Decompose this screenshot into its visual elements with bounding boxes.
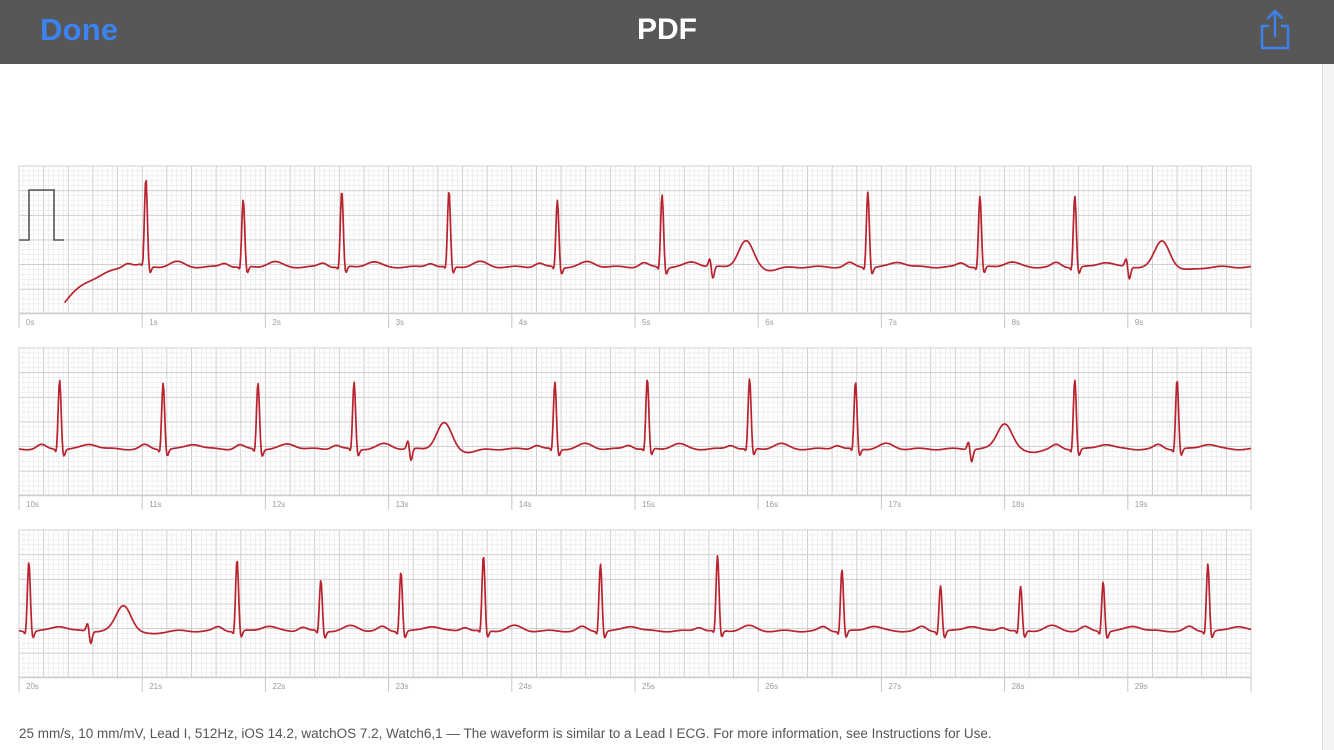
time-tick-label: 16s [765,500,778,509]
time-tick-label: 20s [26,682,39,691]
scrollbar-track[interactable] [1322,64,1334,750]
ecg-waveform [63,179,1252,304]
time-tick-label: 7s [888,318,896,327]
time-tick-label: 23s [396,682,409,691]
time-tick-label: 10s [26,500,39,509]
time-tick-label: 26s [765,682,778,691]
time-tick-label: 13s [396,500,409,509]
done-button[interactable]: Done [40,12,119,47]
time-tick-label: 1s [149,318,157,327]
time-tick-label: 21s [149,682,162,691]
time-tick-label: 24s [519,682,532,691]
time-tick-label: 27s [888,682,901,691]
page-title: PDF [637,13,697,46]
time-tick-label: 4s [519,318,527,327]
time-tick-label: 6s [765,318,773,327]
ecg-strip-svg: 0s 1s 2s 3s 4s 5s 6s 7s 8s 9s [18,165,1252,328]
time-tick-label: 11s [149,500,161,509]
ecg-strip-row-3: 20s 21s 22s 23s 24s 25s 26s 27s 28s 29s [18,529,1252,694]
time-tick-label: 19s [1135,500,1148,509]
time-tick-label: 29s [1135,682,1148,691]
ecg-waveform [18,555,1252,645]
time-tick-label: 9s [1135,318,1143,327]
time-tick-label: 18s [1012,500,1025,509]
time-tick-label: 17s [888,500,901,509]
ecg-strip-svg: 10s 11s 12s 13s 14s 15s 16s 17s 18s 19s [18,347,1252,510]
navigation-bar: Done PDF [0,0,1334,64]
time-tick-label: 14s [519,500,532,509]
share-button[interactable] [1256,8,1294,52]
time-tick-label: 5s [642,318,650,327]
time-tick-label: 15s [642,500,655,509]
time-tick-label: 28s [1012,682,1025,691]
time-tick-label: 3s [396,318,404,327]
time-tick-label: 0s [26,318,34,327]
ecg-strip-row-2: 10s 11s 12s 13s 14s 15s 16s 17s 18s 19s [18,347,1252,512]
share-icon [1260,9,1290,50]
time-tick-label: 8s [1012,318,1020,327]
ecg-waveform [18,378,1252,463]
ecg-info-footer: 25 mm/s, 10 mm/mV, Lead I, 512Hz, iOS 14… [19,726,992,741]
time-tick-label: 25s [642,682,655,691]
ecg-strip-svg: 20s 21s 22s 23s 24s 25s 26s 27s 28s 29s [18,529,1252,692]
time-tick-label: 22s [272,682,285,691]
ecg-strip-row-1: 0s 1s 2s 3s 4s 5s 6s 7s 8s 9s [18,165,1252,330]
time-tick-label: 2s [272,318,280,327]
calibration-pulse [19,189,64,241]
scrollbar-edge [1322,64,1323,750]
time-tick-label: 12s [272,500,285,509]
